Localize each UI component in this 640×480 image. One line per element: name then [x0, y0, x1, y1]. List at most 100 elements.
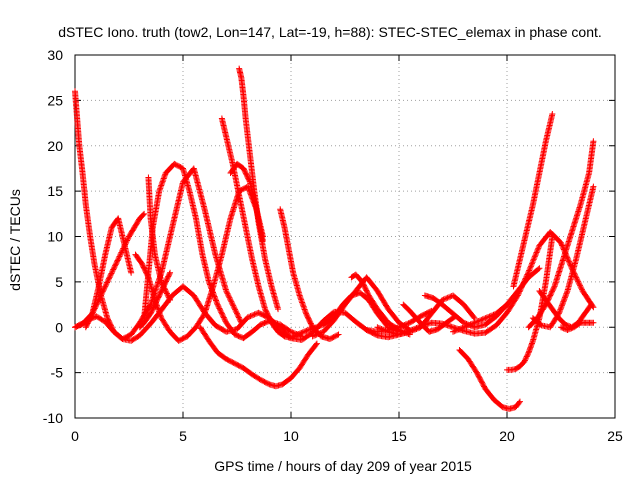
data-point — [102, 282, 109, 289]
data-point — [567, 325, 574, 332]
data-point — [303, 327, 310, 334]
data-series — [136, 269, 174, 331]
data-point — [124, 237, 131, 244]
data-point — [590, 183, 597, 190]
data-series — [197, 324, 320, 390]
data-point — [402, 321, 409, 328]
data-point — [205, 278, 212, 285]
data-point — [409, 327, 416, 334]
data-point — [567, 261, 574, 268]
data-point — [532, 252, 539, 259]
data-point — [527, 264, 534, 271]
data-point — [112, 262, 119, 269]
data-point — [477, 317, 483, 324]
data-point — [200, 311, 207, 318]
data-point — [312, 332, 319, 339]
data-point — [575, 279, 582, 286]
data-point — [558, 239, 564, 246]
data-point — [252, 310, 259, 317]
data-points — [72, 65, 597, 412]
data-point — [291, 332, 298, 339]
data-point — [234, 310, 240, 317]
data-point — [445, 294, 452, 301]
data-point — [128, 269, 135, 276]
data-series — [236, 65, 282, 313]
data-point — [459, 324, 466, 331]
data-point — [317, 322, 324, 329]
data-point — [223, 289, 230, 296]
data-point — [450, 328, 456, 335]
data-point — [237, 317, 244, 324]
data-point — [309, 333, 316, 340]
data-point — [590, 319, 597, 326]
data-series — [456, 346, 523, 412]
data-point — [521, 357, 528, 364]
data-point — [470, 314, 477, 321]
data-point — [306, 326, 313, 333]
data-point — [574, 277, 581, 284]
y-axis-title: dSTEC / TECUs — [7, 189, 23, 291]
data-point — [125, 234, 132, 241]
data-point — [246, 177, 253, 184]
data-point — [110, 265, 117, 272]
data-point — [524, 350, 531, 357]
data-point — [398, 323, 405, 330]
data-point — [105, 276, 112, 283]
x-tick-label: 25 — [607, 428, 623, 444]
data-series — [510, 110, 556, 290]
y-tick-label: 0 — [55, 319, 63, 335]
data-point — [225, 291, 232, 298]
data-point — [537, 321, 544, 328]
data-point — [295, 330, 302, 337]
data-point — [215, 302, 222, 309]
data-point — [587, 302, 594, 309]
data-point — [573, 274, 580, 281]
data-point — [230, 302, 237, 309]
data-point — [560, 298, 567, 305]
data-point — [107, 271, 114, 278]
data-point — [529, 260, 536, 267]
data-point — [234, 311, 241, 318]
data-point — [533, 249, 540, 256]
data-point — [490, 311, 497, 318]
data-point — [113, 258, 120, 265]
data-point — [575, 278, 582, 285]
data-point — [105, 275, 112, 282]
data-point — [562, 293, 569, 300]
data-point — [400, 322, 407, 329]
data-point — [163, 289, 170, 296]
data-point — [288, 328, 294, 335]
data-point — [530, 257, 537, 264]
data-point — [487, 312, 494, 319]
data-point — [565, 258, 572, 265]
data-point — [300, 328, 307, 335]
data-point — [98, 291, 105, 298]
data-point — [405, 320, 412, 327]
data-point — [483, 314, 490, 321]
data-point — [107, 273, 114, 280]
data-point — [103, 280, 110, 287]
data-point — [167, 297, 174, 304]
data-point — [211, 293, 218, 300]
data-point — [516, 398, 523, 405]
data-point — [470, 320, 477, 327]
data-point — [232, 307, 239, 314]
data-point — [397, 323, 404, 330]
data-point — [289, 329, 296, 336]
data-series — [141, 160, 305, 342]
data-point — [117, 252, 124, 259]
data-point — [532, 250, 539, 257]
data-series — [309, 274, 413, 340]
data-point — [232, 306, 239, 313]
data-point — [560, 297, 567, 304]
data-point — [577, 282, 584, 289]
data-point — [527, 263, 534, 270]
data-point — [549, 287, 556, 294]
data-point — [468, 320, 475, 327]
data-point — [558, 302, 565, 309]
data-point — [231, 305, 238, 312]
data-point — [244, 314, 251, 321]
data-point — [561, 295, 568, 302]
data-point — [549, 233, 556, 240]
data-point — [101, 286, 108, 293]
